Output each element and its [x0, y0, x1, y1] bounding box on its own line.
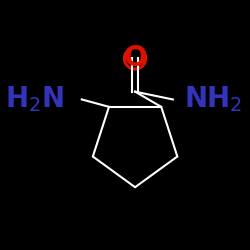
Text: O: O: [123, 44, 147, 72]
Text: NH$_2$: NH$_2$: [184, 84, 242, 114]
Text: H$_2$N: H$_2$N: [5, 84, 64, 114]
